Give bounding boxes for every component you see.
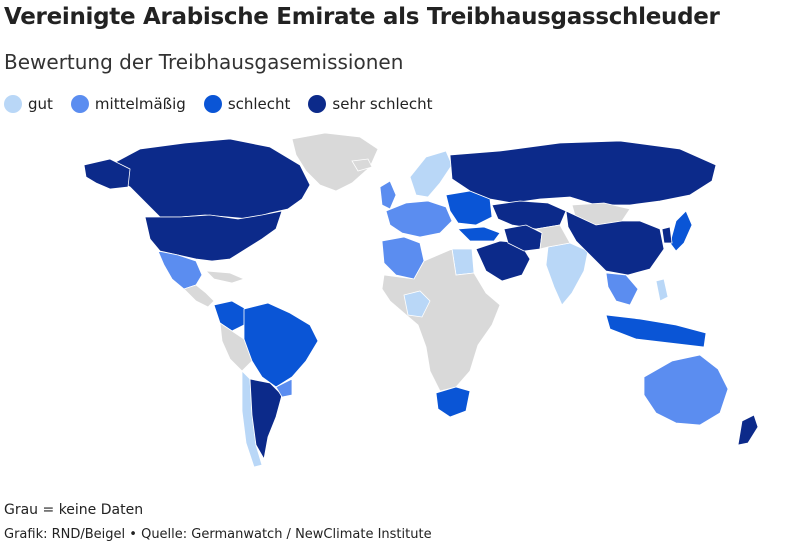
legend-swatch-gut bbox=[4, 95, 22, 113]
legend: gut mittelmäßig schlecht sehr schlecht bbox=[4, 95, 451, 113]
country-turkey bbox=[457, 226, 501, 242]
legend-item-schlecht: schlecht bbox=[203, 95, 291, 113]
legend-item-gut: gut bbox=[4, 95, 53, 113]
footer-credit: Grafik: RND/Beigel • Quelle: Germanwatch… bbox=[4, 527, 432, 542]
country-nigeria bbox=[403, 290, 431, 318]
country-saudi-arabia bbox=[475, 240, 531, 282]
country-iceland bbox=[351, 158, 373, 172]
country-india bbox=[545, 242, 589, 306]
country-canada bbox=[109, 138, 311, 220]
world-map bbox=[83, 132, 759, 468]
legend-swatch-mittelmaessig bbox=[70, 95, 89, 113]
country-peru bbox=[219, 322, 253, 372]
country-central-america bbox=[183, 284, 215, 308]
legend-label-gut: gut bbox=[28, 95, 53, 113]
country-colombia bbox=[213, 300, 247, 332]
footer-note: Grau = keine Daten bbox=[4, 502, 144, 518]
legend-item-sehr-schlecht: sehr schlecht bbox=[308, 95, 433, 113]
chart-subtitle: Bewertung der Treibhausgasemissionen bbox=[4, 50, 404, 74]
country-japan bbox=[669, 210, 693, 252]
legend-swatch-schlecht bbox=[203, 95, 222, 113]
legend-item-mittelmaessig: mittelmäßig bbox=[70, 95, 186, 113]
legend-label-schlecht: schlecht bbox=[227, 95, 291, 113]
chart-title: Vereinigte Arabische Emirate als Treibha… bbox=[4, 4, 720, 30]
country-greenland bbox=[291, 132, 379, 192]
country-brazil bbox=[243, 302, 319, 388]
country-indonesia bbox=[605, 314, 707, 348]
country-central-asia bbox=[534, 224, 571, 250]
country-caribbean bbox=[204, 270, 246, 284]
country-western-europe bbox=[385, 200, 453, 238]
country-africa-nodata bbox=[381, 248, 501, 392]
country-philippines bbox=[655, 278, 669, 302]
country-south-africa bbox=[435, 386, 471, 418]
country-china bbox=[565, 210, 665, 276]
country-russia bbox=[449, 140, 717, 206]
country-australia bbox=[643, 354, 729, 426]
country-uruguay bbox=[275, 378, 293, 398]
country-new-zealand bbox=[737, 414, 759, 446]
legend-label-sehr-schlecht: sehr schlecht bbox=[332, 95, 433, 113]
country-uk bbox=[379, 180, 397, 210]
country-scandinavia bbox=[409, 150, 453, 198]
country-kazakhstan bbox=[491, 200, 567, 230]
legend-label-mittelmaessig: mittelmäßig bbox=[94, 95, 186, 113]
country-southeast-asia bbox=[605, 272, 639, 306]
legend-swatch-sehr-schlecht bbox=[308, 95, 327, 113]
country-argentina bbox=[249, 378, 283, 461]
country-korea bbox=[661, 226, 673, 244]
country-usa-alaska bbox=[83, 158, 131, 190]
